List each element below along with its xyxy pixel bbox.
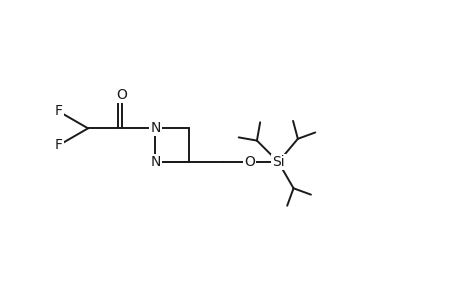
Text: F: F (55, 104, 63, 118)
Text: O: O (244, 155, 255, 169)
Text: O: O (116, 88, 127, 102)
Text: N: N (150, 155, 160, 169)
Text: Si: Si (271, 155, 284, 169)
Text: N: N (150, 121, 160, 135)
Text: F: F (55, 138, 63, 152)
